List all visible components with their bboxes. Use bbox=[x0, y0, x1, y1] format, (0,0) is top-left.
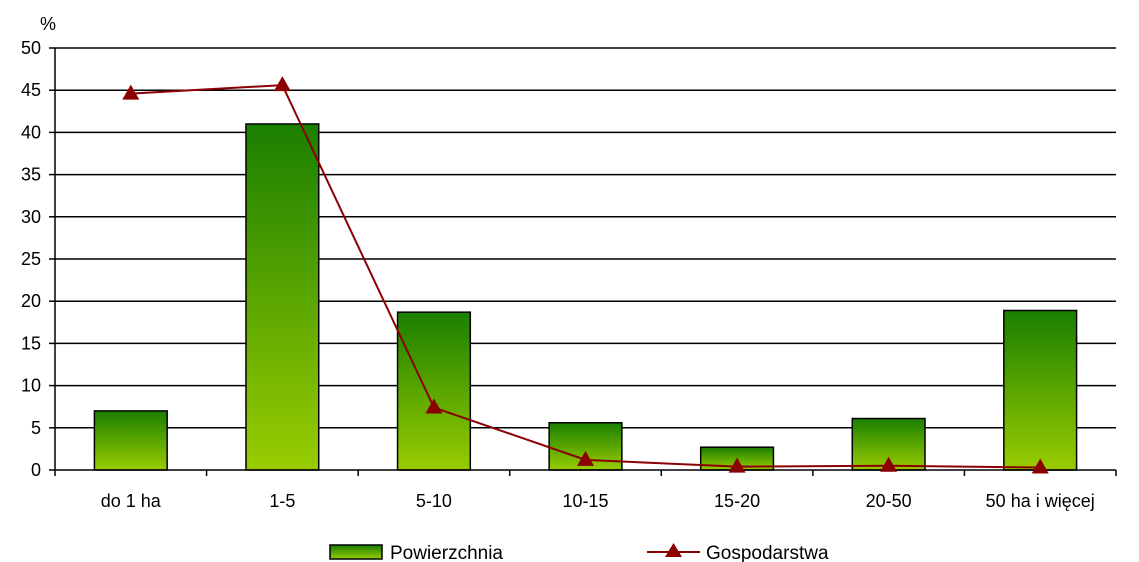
bar-powierzchnia bbox=[396, 311, 472, 471]
x-tick-label: do 1 ha bbox=[101, 491, 162, 511]
point-gospodarstwa bbox=[273, 76, 291, 92]
axes: 0 5 10 15 20 25 30 35 40 45 50 do 1 ha 1-5 5-10 10-15 1… bbox=[21, 38, 1117, 511]
legend-label-gospodarstwa: Gospodarstwa bbox=[706, 543, 829, 562]
legend-label-powierzchnia: Powierzchnia bbox=[390, 543, 503, 562]
legend-marker-gospodarstwa bbox=[665, 543, 682, 557]
point-gospodarstwa bbox=[577, 450, 594, 466]
y-tick-label: 20 bbox=[21, 291, 41, 311]
y-tick-label: 5 bbox=[31, 418, 41, 438]
point-gospodarstwa bbox=[425, 398, 443, 414]
bar-powierzchnia bbox=[1003, 309, 1078, 471]
x-tick-label: 1-5 bbox=[269, 491, 295, 511]
y-tick-label: 10 bbox=[21, 376, 41, 396]
y-tick-label: 45 bbox=[21, 80, 41, 100]
y-tick-label: 0 bbox=[31, 460, 41, 480]
point-gospodarstwa bbox=[1031, 458, 1049, 474]
y-tick-label: 50 bbox=[21, 38, 41, 58]
y-tick-label: 40 bbox=[21, 122, 41, 142]
y-tick-label: 15 bbox=[21, 333, 41, 353]
y-axis-label: % bbox=[40, 14, 56, 34]
point-gospodarstwa bbox=[880, 456, 898, 472]
legend-swatch-powierzchnia bbox=[329, 544, 383, 560]
x-tick-label: 50 ha i więcej bbox=[986, 491, 1095, 511]
y-tick-label: 35 bbox=[21, 165, 41, 185]
gospodarstwa-line bbox=[122, 76, 1049, 474]
x-tick-label: 5-10 bbox=[416, 491, 452, 511]
x-tick-label: 10-15 bbox=[562, 491, 608, 511]
gridlines bbox=[55, 47, 1116, 429]
point-gospodarstwa bbox=[728, 457, 746, 473]
y-tick-label: 25 bbox=[21, 249, 41, 269]
legend: Powierzchnia Gospodarstwa bbox=[329, 543, 829, 562]
x-tick-label: 15-20 bbox=[714, 491, 760, 511]
bars bbox=[93, 123, 1078, 471]
bar-powierzchnia bbox=[93, 410, 168, 471]
bar-powierzchnia bbox=[245, 123, 320, 471]
y-tick-label: 30 bbox=[21, 207, 41, 227]
point-gospodarstwa bbox=[122, 84, 140, 100]
x-tick-label: 20-50 bbox=[866, 491, 912, 511]
